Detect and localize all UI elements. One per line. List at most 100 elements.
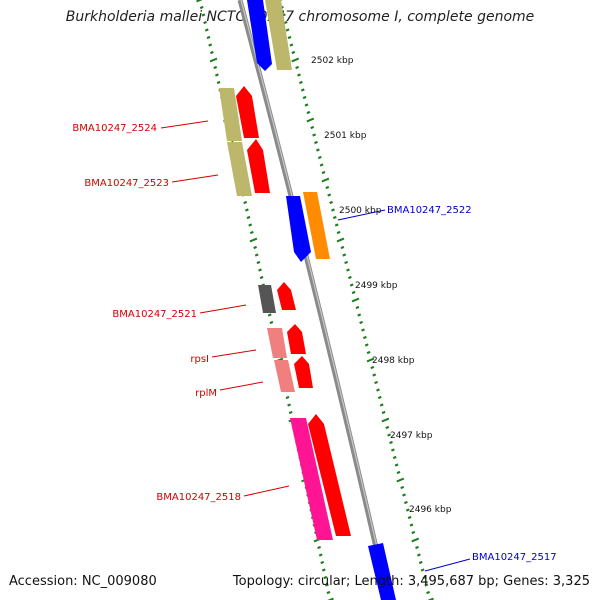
- tick-mark: [209, 50, 214, 55]
- gene-label-rplM[interactable]: rplM: [195, 388, 217, 399]
- tick-mark: [249, 230, 254, 235]
- tick-mark: [319, 163, 324, 167]
- gene-rpsI-pink[interactable]: [267, 328, 287, 358]
- tick-mark: [269, 320, 274, 325]
- tick-mark: [321, 170, 326, 175]
- tick-mark: [325, 185, 330, 190]
- gene-labels: BMA10247_2524 BMA10247_2523 BMA10247_252…: [72, 120, 557, 572]
- gene-top-khaki[interactable]: [265, 0, 292, 70]
- tick-mark: [201, 13, 206, 17]
- tick-mark: [394, 463, 399, 467]
- gene-top-blue[interactable]: [247, 0, 272, 71]
- inner-tick-ring: [276, 0, 434, 600]
- tick-mark: [285, 395, 290, 400]
- tick-mark: [361, 328, 365, 332]
- gene-rpsI[interactable]: [287, 324, 306, 354]
- tick-mark: [243, 200, 248, 205]
- tick-mark: [288, 410, 293, 415]
- gene-label-2517[interactable]: BMA10247_2517: [472, 552, 557, 563]
- gene-cds-khaki-2523[interactable]: [227, 142, 252, 196]
- gene-label-2521[interactable]: BMA10247_2521: [112, 309, 197, 320]
- tick-mark: [342, 253, 347, 257]
- gene-2521-gray[interactable]: [258, 285, 276, 313]
- tick-mark: [287, 403, 292, 407]
- tick-mark: [310, 125, 315, 130]
- tick-mark: [407, 515, 412, 520]
- kbp-tick-labels: 2502 kbp 2501 kbp 2500 kbp 2499 kbp 2498…: [311, 56, 452, 515]
- tick-mark: [267, 313, 272, 317]
- tick-mark: [291, 57, 300, 63]
- tick-mark: [302, 95, 307, 100]
- tick-mark: [411, 537, 420, 543]
- gene-label-2523[interactable]: BMA10247_2523: [84, 178, 169, 189]
- tick-mark: [427, 597, 434, 600]
- tick-mark: [381, 410, 386, 415]
- tick-mark: [206, 35, 211, 40]
- gene-label-rpsI[interactable]: rpsI: [190, 354, 209, 365]
- gene-2521[interactable]: [277, 282, 296, 310]
- tick-mark: [306, 110, 311, 115]
- gene-rplM[interactable]: [294, 356, 313, 388]
- tick-mark: [396, 470, 401, 475]
- tick-mark: [402, 493, 406, 497]
- tick-mark: [324, 583, 329, 587]
- tick-label: 2497 kbp: [390, 431, 433, 441]
- genome-summary-text: Topology: circular; Length: 3,495,687 bp…: [232, 574, 590, 589]
- tick-label: 2502 kbp: [311, 56, 354, 66]
- tick-mark: [374, 380, 379, 385]
- tick-mark: [364, 343, 369, 347]
- tick-mark: [415, 545, 419, 550]
- gene-2523[interactable]: [247, 139, 270, 193]
- gene-label-2524[interactable]: BMA10247_2524: [72, 123, 157, 134]
- tick-mark: [315, 148, 320, 152]
- tick-mark: [244, 208, 249, 212]
- tick-label: 2498 kbp: [372, 356, 415, 366]
- tick-mark: [336, 230, 341, 235]
- tick-mark: [379, 403, 384, 407]
- tick-mark: [208, 43, 213, 47]
- tick-mark: [283, 20, 288, 25]
- tick-mark: [253, 245, 258, 250]
- tick-mark: [254, 253, 259, 257]
- tick-mark: [426, 590, 431, 595]
- gene-2517-blue[interactable]: [368, 543, 396, 600]
- tick-mark: [317, 155, 322, 160]
- tick-label: 2500 kbp: [339, 206, 382, 216]
- gene-rplM-pink[interactable]: [274, 360, 295, 392]
- tick-mark: [411, 530, 416, 535]
- tick-mark: [387, 433, 392, 437]
- tick-mark: [366, 350, 371, 355]
- gene-2518[interactable]: [308, 414, 351, 536]
- tick-mark: [285, 28, 290, 32]
- tick-mark: [418, 560, 423, 565]
- tick-mark: [346, 268, 350, 272]
- tick-mark: [409, 523, 414, 527]
- tick-mark: [420, 568, 425, 572]
- tick-label: 2499 kbp: [355, 281, 398, 291]
- tick-mark: [424, 583, 429, 587]
- tick-mark: [422, 575, 427, 580]
- tick-mark: [258, 268, 262, 272]
- gene-2524[interactable]: [236, 86, 259, 138]
- gene-2522-blue[interactable]: [286, 196, 311, 262]
- gene-label-2522[interactable]: BMA10247_2522: [387, 205, 472, 216]
- tick-mark: [291, 50, 296, 55]
- tick-mark: [321, 177, 330, 183]
- tick-mark: [376, 388, 380, 392]
- gene-2522-orange[interactable]: [303, 192, 330, 259]
- gene-label-2518[interactable]: BMA10247_2518: [156, 492, 241, 503]
- tick-mark: [357, 313, 362, 317]
- tick-mark: [203, 20, 208, 25]
- tick-mark: [249, 237, 258, 243]
- gene-2518-magenta[interactable]: [290, 418, 333, 540]
- tick-mark: [298, 80, 303, 85]
- gene-cds-khaki-2524[interactable]: [219, 88, 242, 141]
- tick-mark: [246, 215, 251, 220]
- tick-mark: [287, 35, 292, 40]
- tick-mark: [320, 560, 325, 565]
- map-title: Burkholderia mallei NCTC 10247 chromosom…: [65, 9, 535, 25]
- tick-mark: [344, 260, 349, 265]
- tick-mark: [329, 200, 334, 205]
- tick-mark: [370, 365, 375, 370]
